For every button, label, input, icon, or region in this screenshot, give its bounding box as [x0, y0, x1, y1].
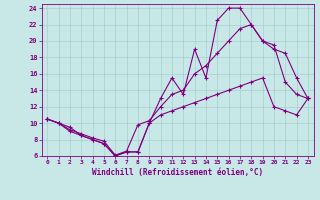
X-axis label: Windchill (Refroidissement éolien,°C): Windchill (Refroidissement éolien,°C) — [92, 168, 263, 177]
